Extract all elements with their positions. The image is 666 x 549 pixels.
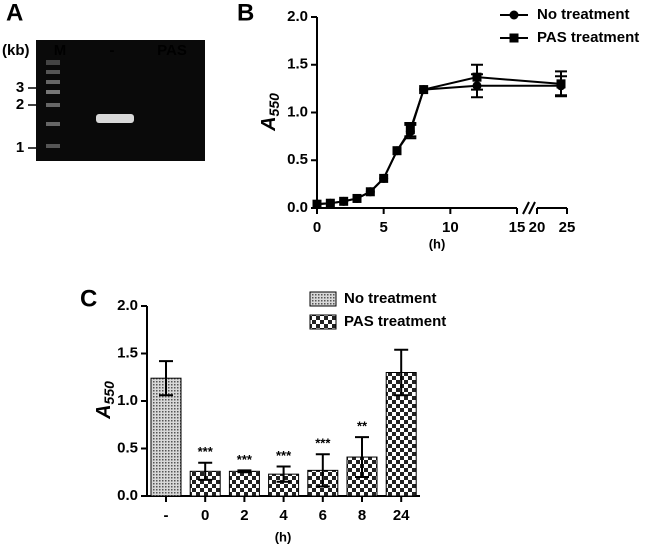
- lane-label: -: [110, 42, 115, 59]
- y-tick-label: 0.0: [287, 199, 308, 216]
- axis-break: [522, 201, 530, 215]
- lane-label: M: [54, 42, 67, 59]
- marker: [379, 173, 389, 183]
- panel-label: C: [80, 285, 97, 312]
- y-axis-label: A550: [258, 93, 281, 132]
- legend-label: No treatment: [537, 6, 630, 23]
- x-tick-label: 0: [313, 219, 321, 236]
- y-label-main: A: [93, 404, 115, 419]
- error-bar: [355, 436, 369, 478]
- gel-image: [36, 40, 205, 161]
- marker: [405, 125, 415, 135]
- series-line: [316, 84, 561, 206]
- marker-label: 1: [16, 139, 24, 156]
- x-axis-label: (h): [429, 236, 446, 251]
- significance: ***: [198, 444, 214, 459]
- error-bar: [198, 461, 213, 481]
- x-tick-label: 15: [509, 219, 526, 236]
- gel-bands: [46, 60, 134, 148]
- x-tick-label: 10: [442, 219, 459, 236]
- y-tick-label: 2.0: [117, 297, 138, 314]
- y-label-main: A: [258, 116, 280, 131]
- axis-break: [528, 201, 536, 215]
- x-tick-label: 8: [358, 507, 366, 524]
- y-tick-label: 0.0: [117, 487, 138, 504]
- legend-marker: [509, 10, 519, 20]
- significance: ***: [237, 452, 253, 467]
- marker: [472, 72, 482, 82]
- lane-label: PAS: [157, 42, 187, 59]
- marker-label: 3: [16, 79, 24, 96]
- legend-label: PAS treatment: [344, 313, 446, 330]
- x-tick-label: 25: [559, 219, 576, 236]
- legend-swatch: [309, 291, 337, 307]
- bar: [228, 470, 260, 497]
- error-bar: [315, 453, 330, 488]
- y-tick-label: 0.5: [287, 151, 308, 168]
- x-tick-label: 2: [240, 507, 248, 524]
- x-tick-label: 24: [393, 507, 410, 524]
- x-tick-label: 0: [201, 507, 209, 524]
- legend-label: PAS treatment: [537, 29, 639, 46]
- marker: [312, 199, 322, 209]
- error-bar: [276, 465, 291, 483]
- y-label-sub: 550: [266, 93, 282, 117]
- panel-label: B: [237, 0, 254, 26]
- error-bar: [159, 360, 173, 397]
- y-tick-label: 1.0: [117, 392, 138, 409]
- marker: [325, 198, 335, 208]
- legend-marker: [509, 33, 519, 43]
- x-tick-label: -: [164, 507, 169, 524]
- marker: [392, 146, 402, 156]
- error-bar: [237, 469, 252, 474]
- marker: [419, 85, 429, 95]
- significance: ***: [315, 436, 331, 451]
- x-tick-label: 20: [529, 219, 546, 236]
- marker-label: 2: [16, 96, 24, 113]
- y-tick-label: 2.0: [287, 8, 308, 25]
- unit-label: (kb): [2, 42, 30, 59]
- error-bar: [394, 348, 409, 397]
- significance: ***: [276, 448, 292, 463]
- legend-swatch: [309, 314, 337, 330]
- x-axis-label: (h): [275, 529, 292, 544]
- significance: **: [357, 419, 368, 434]
- marker: [352, 193, 362, 203]
- y-tick-label: 1.5: [117, 344, 138, 361]
- y-label-sub: 550: [101, 381, 117, 405]
- marker: [556, 79, 566, 89]
- marker: [365, 187, 375, 197]
- y-axis-label: A550: [93, 381, 116, 420]
- panel-label: A: [6, 0, 23, 26]
- x-tick-label: 6: [319, 507, 327, 524]
- x-tick-label: 4: [279, 507, 288, 524]
- x-tick-label: 5: [379, 219, 387, 236]
- legend-label: No treatment: [344, 290, 437, 307]
- y-tick-label: 1.0: [287, 103, 308, 120]
- y-tick-label: 1.5: [287, 56, 308, 73]
- series-line: [316, 76, 562, 206]
- marker: [339, 196, 349, 206]
- bar: [150, 377, 182, 497]
- y-tick-label: 0.5: [117, 439, 138, 456]
